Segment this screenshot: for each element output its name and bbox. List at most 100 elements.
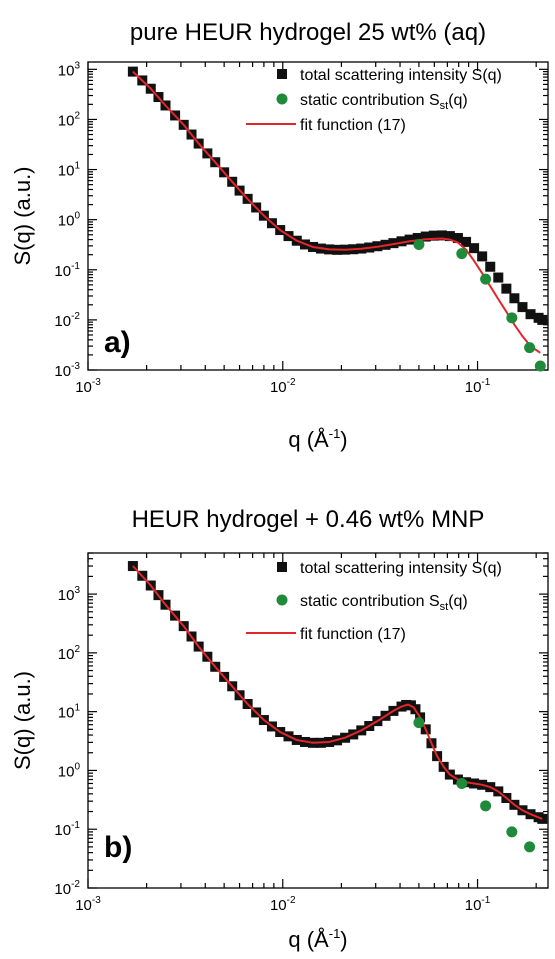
legend-label: fit function (17) [300, 117, 406, 134]
panel-b-chart: HEUR hydrogel + 0.46 wt% MNP 10-3 10-2 10-… [10, 506, 549, 952]
x-axis-ticks: 10-3 10-2 10-1 [75, 553, 537, 914]
panel-label: b) [104, 831, 132, 864]
legend-label-main: fit function (17) [300, 626, 406, 643]
x-axis-label-superscript: -1 [329, 426, 341, 441]
x-axis-label-main: q (Å [288, 927, 329, 952]
y-tick-label-exponent: 0 [74, 761, 80, 772]
y-tick-label-base: 10 [54, 313, 71, 330]
legend-label: fit function (17) [300, 626, 406, 643]
data-point-square [537, 314, 548, 325]
x-axis-label: q (Å-1) [288, 426, 347, 452]
data-point-square [444, 231, 455, 242]
y-tick-label-exponent: 0 [74, 211, 80, 222]
y-tick-label-base: 10 [58, 646, 75, 663]
y-tick-label-exponent: 1 [74, 703, 80, 714]
legend-label-end: (q) [448, 593, 468, 610]
x-tick-label-exponent: -3 [92, 895, 101, 906]
data-point-square [461, 236, 472, 247]
legend-square-marker [277, 69, 287, 79]
data-point-square [509, 293, 520, 304]
legend-label: static contribution Sst(q) [300, 92, 468, 112]
y-tick-label-base: 10 [58, 587, 75, 604]
data-point-square [525, 309, 536, 320]
legend-label: total scattering intensity S(q) [300, 67, 502, 84]
data-point-square [452, 233, 463, 244]
data-point-square [428, 230, 439, 241]
data-point-square [436, 230, 447, 241]
y-tick-label-base: 10 [58, 62, 75, 79]
x-tick-label-base: 10 [465, 379, 482, 396]
legend-label: total scattering intensity S(q) [300, 560, 502, 577]
data-point-circle [456, 777, 468, 789]
y-tick-label-exponent: 2 [74, 110, 80, 121]
legend-label: static contribution Sst(q) [300, 593, 468, 613]
y-tick-label: 10-3 [54, 361, 80, 380]
legend-label-subscript: st [440, 100, 449, 112]
panel-label: a) [104, 326, 131, 359]
legend: total scattering intensity S(q) static co… [246, 560, 502, 643]
y-tick-label-exponent: -2 [71, 879, 80, 890]
y-tick-label-base: 10 [58, 112, 75, 129]
y-tick-label: 103 [58, 60, 81, 79]
data-point-circle [413, 717, 425, 729]
x-tick-label-exponent: -1 [481, 895, 490, 906]
fit-line [132, 70, 541, 354]
x-tick-label-exponent: -2 [287, 895, 296, 906]
x-axis-label-end: ) [340, 427, 347, 452]
y-tick-label: 101 [58, 161, 81, 180]
data-point-square [469, 243, 480, 254]
data-point-square [404, 234, 415, 245]
y-tick-label: 10-2 [54, 879, 80, 898]
data-point-circle [534, 360, 546, 372]
data-point-square [493, 272, 504, 283]
legend-square-marker [277, 562, 287, 572]
legend-label-main: total scattering intensity S(q) [300, 560, 502, 577]
y-tick-label-exponent: -3 [71, 361, 80, 372]
x-tick-label-base: 10 [270, 379, 287, 396]
y-tick-label: 10-2 [54, 311, 80, 330]
y-tick-label: 102 [58, 644, 81, 663]
y-tick-label-exponent: 1 [74, 161, 80, 172]
y-tick-label-exponent: -1 [71, 261, 80, 272]
panel-a-chart: pure HEUR hydrogel 25 wt% (aq) 10-3 10-2 1… [10, 19, 549, 452]
y-tick-label-base: 10 [58, 705, 75, 722]
data-point-circle [524, 342, 536, 354]
data-point-square [412, 233, 423, 244]
y-tick-label: 100 [58, 211, 81, 230]
y-tick-label-base: 10 [54, 881, 71, 898]
x-axis-label-main: q (Å [288, 427, 329, 452]
x-tick-label-base: 10 [270, 897, 287, 914]
x-axis-ticks: 10-3 10-2 10-1 [75, 62, 537, 396]
data-point-square [485, 261, 496, 272]
x-tick-label-base: 10 [465, 897, 482, 914]
chart-title: HEUR hydrogel + 0.46 wt% MNP [132, 506, 485, 533]
plot-frame [87, 61, 549, 371]
x-tick-label: 10-2 [270, 895, 296, 914]
x-tick-label-base: 10 [75, 379, 92, 396]
x-tick-label: 10-1 [465, 895, 491, 914]
legend-circle-marker [276, 594, 288, 606]
y-tick-label-exponent: 3 [74, 60, 80, 71]
y-axis-label: S(q) (a.u.) [10, 166, 35, 265]
x-tick-label: 10-3 [75, 895, 101, 914]
y-tick-label-exponent: 3 [74, 585, 80, 596]
legend-label-main: static contribution S [300, 593, 440, 610]
data-point-circle [456, 248, 468, 260]
x-tick-label-exponent: -1 [481, 377, 490, 388]
fit-line [132, 565, 543, 820]
y-tick-label-base: 10 [54, 263, 71, 280]
x-axis-label-end: ) [340, 927, 347, 952]
y-tick-label: 10-1 [54, 261, 80, 280]
data-marks [127, 561, 548, 853]
y-tick-label-base: 10 [58, 213, 75, 230]
y-tick-label: 102 [58, 110, 81, 129]
y-tick-label-base: 10 [58, 163, 75, 180]
x-axis-label-superscript: -1 [329, 926, 341, 941]
y-tick-label-exponent: 2 [74, 644, 80, 655]
legend-label-subscript: st [440, 601, 449, 613]
x-tick-label: 10-2 [270, 377, 296, 396]
legend-circle-marker [276, 93, 288, 105]
x-axis-label: q (Å-1) [288, 926, 347, 952]
y-tick-label: 100 [58, 761, 81, 780]
